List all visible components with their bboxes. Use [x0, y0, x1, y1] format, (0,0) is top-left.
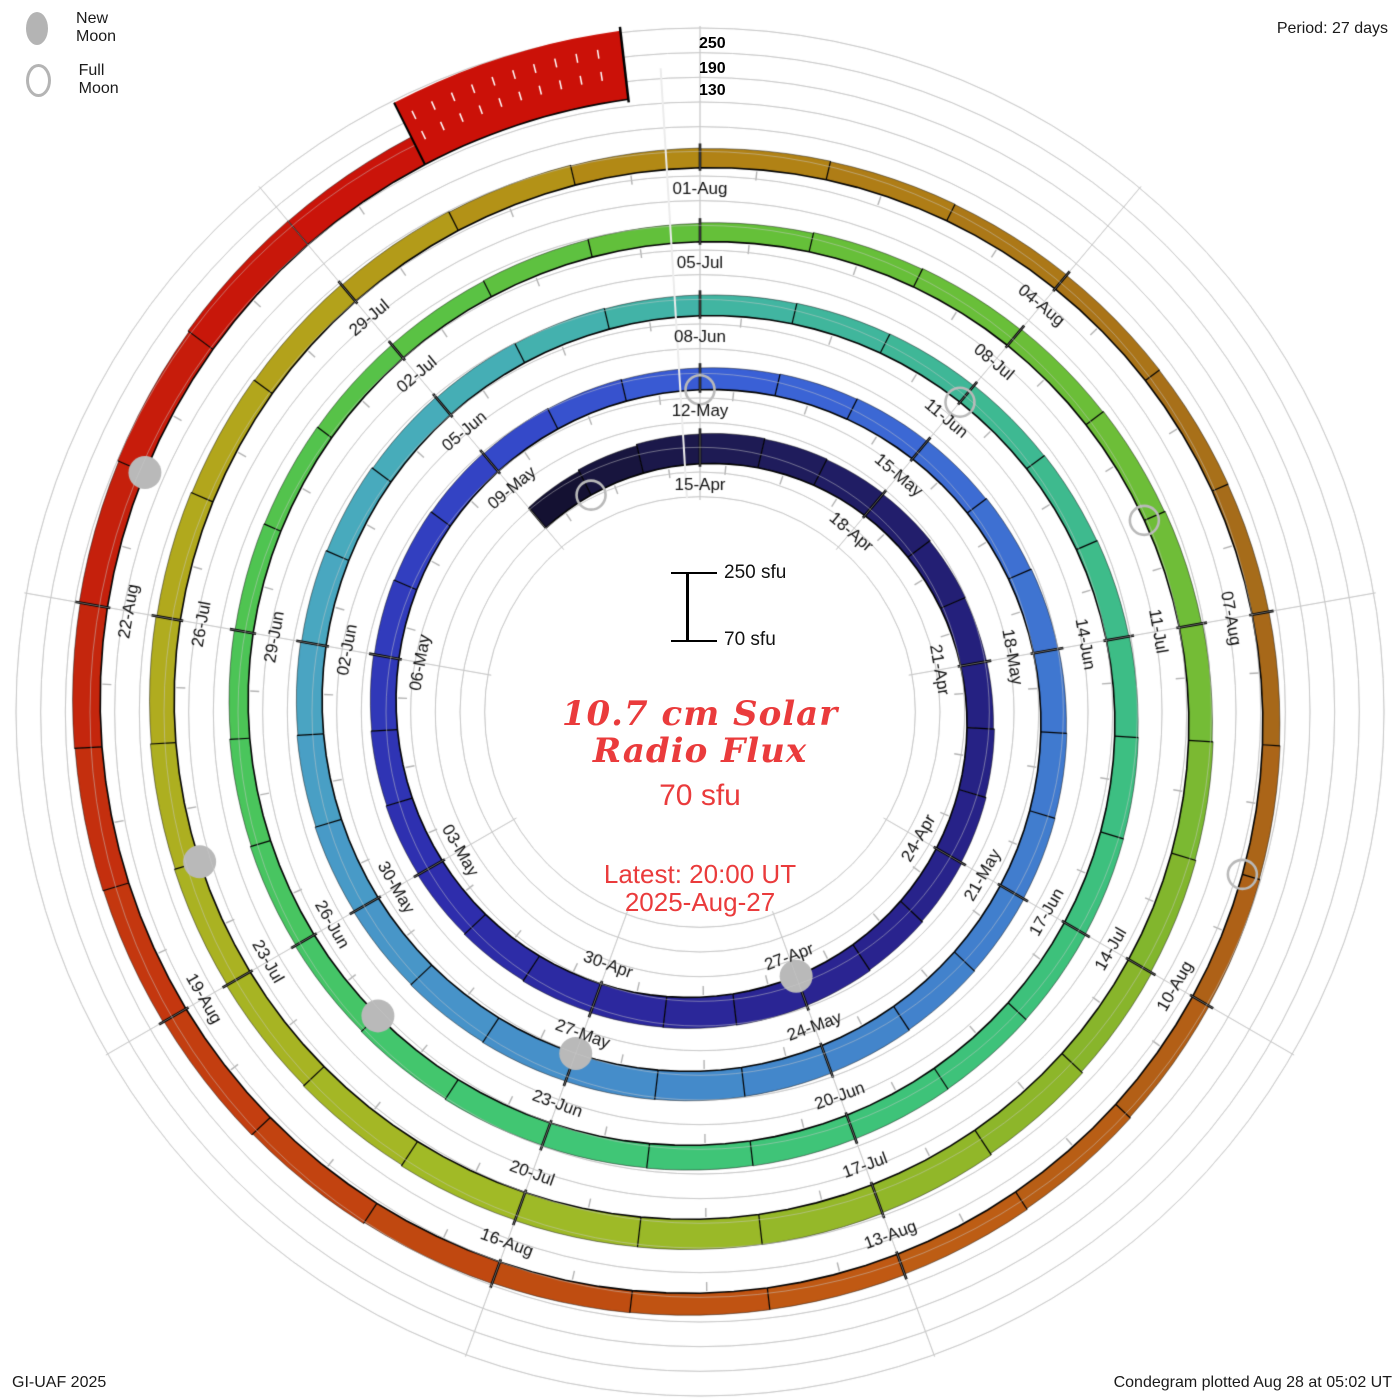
legend-new-moon: New Moon: [26, 10, 127, 46]
flux-axis-tick-130: 130: [699, 82, 726, 99]
period-label: Period: 27 days: [1276, 20, 1388, 37]
flux-axis-tick-190: 190: [699, 60, 726, 77]
legend-full-moon: Full Moon: [26, 62, 127, 98]
full-moon-label: Full Moon: [78, 62, 119, 97]
flux-scale-ibeam: [671, 572, 717, 642]
new-moon-label: New Moon: [76, 10, 117, 45]
new-moon-icon: [26, 11, 49, 45]
credit-text: GI-UAF 2025: [12, 1374, 107, 1391]
full-moon-icon: [26, 63, 51, 97]
flux-scale-max-label: 250 sfu: [724, 562, 787, 583]
flux-scale-line: [686, 574, 689, 640]
flux-axis-tick-250: 250: [699, 35, 726, 52]
flux-scale-min-label: 70 sfu: [724, 629, 776, 650]
plotted-timestamp: Condegram plotted Aug 28 at 05:02 UT: [1113, 1374, 1392, 1391]
